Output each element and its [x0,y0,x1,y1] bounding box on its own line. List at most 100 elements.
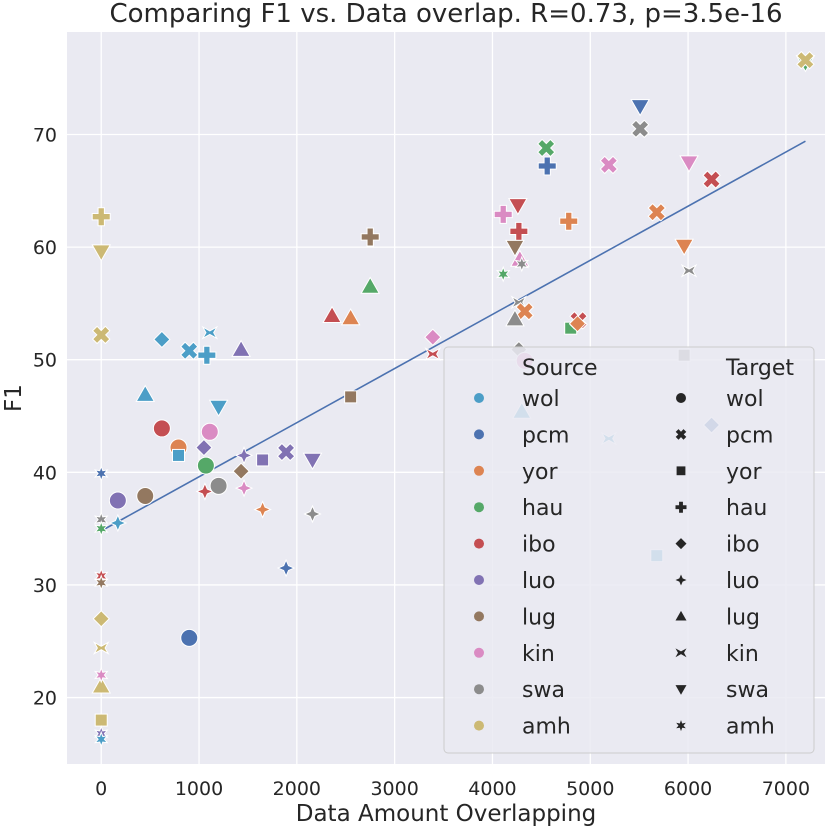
legend-source-swatch [474,720,484,731]
data-point [536,138,556,158]
data-point [232,462,250,480]
data-point [91,207,111,227]
legend-target-label: lug [726,605,760,630]
data-point [93,666,109,684]
data-point [599,155,619,175]
y-tick-label: 20 [33,688,57,710]
legend-source-label: lug [522,605,556,630]
data-point [234,446,254,465]
data-point [568,314,587,333]
legend-target-marker [675,574,687,586]
regression-line-path [100,140,806,532]
legend-target-marker [676,720,686,732]
data-point [91,244,112,262]
data-point [796,50,815,70]
y-axis-label: F1 [1,384,27,412]
data-point [508,198,528,216]
data-point [514,255,530,273]
data-point [108,491,127,510]
data-point [680,263,698,278]
legend-target-label: wol [726,387,764,412]
data-point [152,419,171,438]
data-point [495,265,511,283]
legend-target-label: amh [726,715,775,740]
y-tick-label: 60 [33,237,57,259]
data-point [505,239,525,258]
y-tick-label: 40 [33,462,57,484]
x-axis-ticks: 0 1000 2000 3000 4000 5000 6000 7000 [95,778,810,800]
x-tick-label: 6000 [664,778,712,800]
legend-target-marker [675,610,687,621]
x-tick-label: 1000 [175,778,223,800]
legend-source-swatch [474,429,484,440]
data-point [208,399,229,418]
data-point [93,574,109,592]
legend-target-label: hau [726,496,767,521]
legend-target-marker [676,393,686,403]
data-point [231,339,251,357]
x-tick-label: 2000 [273,778,321,800]
data-point [209,476,228,495]
legend-source-swatch [474,611,484,622]
legend-target-marker [675,501,687,513]
legend-source-label: swa [522,678,565,703]
data-point [91,325,111,345]
legend-target-marker [675,429,687,440]
legend-target-title: Target [725,356,794,381]
x-tick-label: 5000 [566,778,614,800]
data-point [135,384,156,402]
legend-target-marker [676,466,686,476]
legend-source-swatch [474,647,484,658]
data-point [92,641,110,655]
legend-box [443,346,815,754]
legend-source-swatch [474,502,484,513]
data-point [679,155,699,173]
y-axis-ticks: 20 30 40 50 60 70 [33,124,57,709]
y-tick-label: 50 [33,350,57,372]
x-tick-label: 0 [95,778,107,800]
data-point [360,276,381,294]
data-point [108,513,128,533]
legend-target-label: luo [726,569,760,594]
data-point [195,482,215,501]
legend-target-marker [675,685,687,695]
legend-target-label: pcm [726,423,774,448]
data-point [276,442,296,462]
legend-source-swatch [474,465,484,476]
legend-source-label: kin [522,642,555,667]
data-point [153,330,171,349]
data-point [647,202,667,222]
legend-source-label: hau [522,496,563,521]
data-point [322,305,342,324]
data-point [674,238,695,256]
legend-source-label: yor [522,460,558,485]
x-axis-label: Data Amount Overlapping [296,801,597,827]
data-point [180,628,199,647]
chart-title: Comparing F1 vs. Data overlap. R=0.73, p… [109,0,782,29]
legend-target-label: kin [726,642,759,667]
legend-target-label: yor [726,460,762,485]
legend-target-label: swa [726,678,769,703]
legend-entries: wol pcm yor hau ibo luo lug kin swa amh wol pcm yor h… [474,387,775,740]
data-point [302,452,323,470]
y-tick-label: 30 [33,575,57,597]
data-point [505,309,525,327]
legend-source-label: luo [522,569,556,594]
data-point [424,328,442,346]
data-point [559,211,579,231]
data-point [91,676,112,694]
data-point [630,119,650,139]
x-tick-label: 4000 [468,778,516,800]
x-tick-label: 3000 [370,778,418,800]
data-point [171,448,185,462]
data-point [201,325,219,340]
legend-source-swatch [474,393,484,403]
legend-source-label: wol [522,387,560,412]
legend-source-title: Source [522,356,598,381]
legend-target-marker [675,538,687,550]
data-point [200,422,219,441]
data-point [234,478,254,498]
legend-source-label: ibo [522,533,556,558]
data-point [630,99,651,117]
data-point [92,610,110,628]
